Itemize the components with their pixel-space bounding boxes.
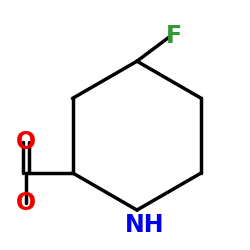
Text: O: O [16, 130, 36, 154]
Text: F: F [166, 24, 182, 48]
Text: NH: NH [125, 213, 165, 237]
Text: O: O [16, 192, 36, 216]
